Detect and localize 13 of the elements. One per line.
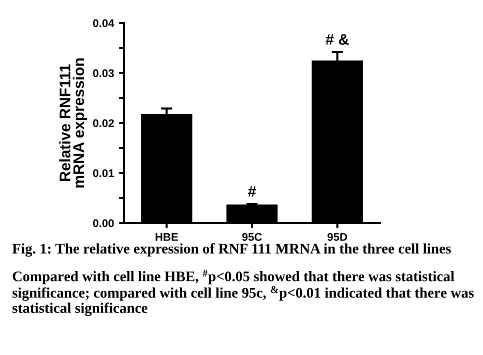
- x-tick-label: 95D: [328, 233, 348, 241]
- annotation: # &: [326, 34, 349, 45]
- caption: Fig. 1: The relative expression of RNF 111 MRNA in the three cell lines: [12, 243, 451, 257]
- y-tick-label: 0.02: [93, 119, 114, 128]
- x-tick-label: 95C: [242, 233, 262, 241]
- y-tick-label: 0.03: [93, 69, 114, 78]
- y-tick-label: 0.00: [93, 219, 114, 228]
- y-tick-label: 0.01: [93, 169, 114, 178]
- y-axis-title: Relative RNF111 mRNA expression: [59, 58, 88, 188]
- text: Compared with cell line HBE, $^{#}$p<0.05 showed that there was statistical significance; compared with cell line 95c, $^{&}$p<0.01 indicated that there was statistical significance: [12, 270, 474, 316]
- x-tick-label: HBE: [156, 233, 178, 241]
- y-tick-label: 0.04: [93, 19, 114, 28]
- annotation: #: [248, 186, 256, 197]
